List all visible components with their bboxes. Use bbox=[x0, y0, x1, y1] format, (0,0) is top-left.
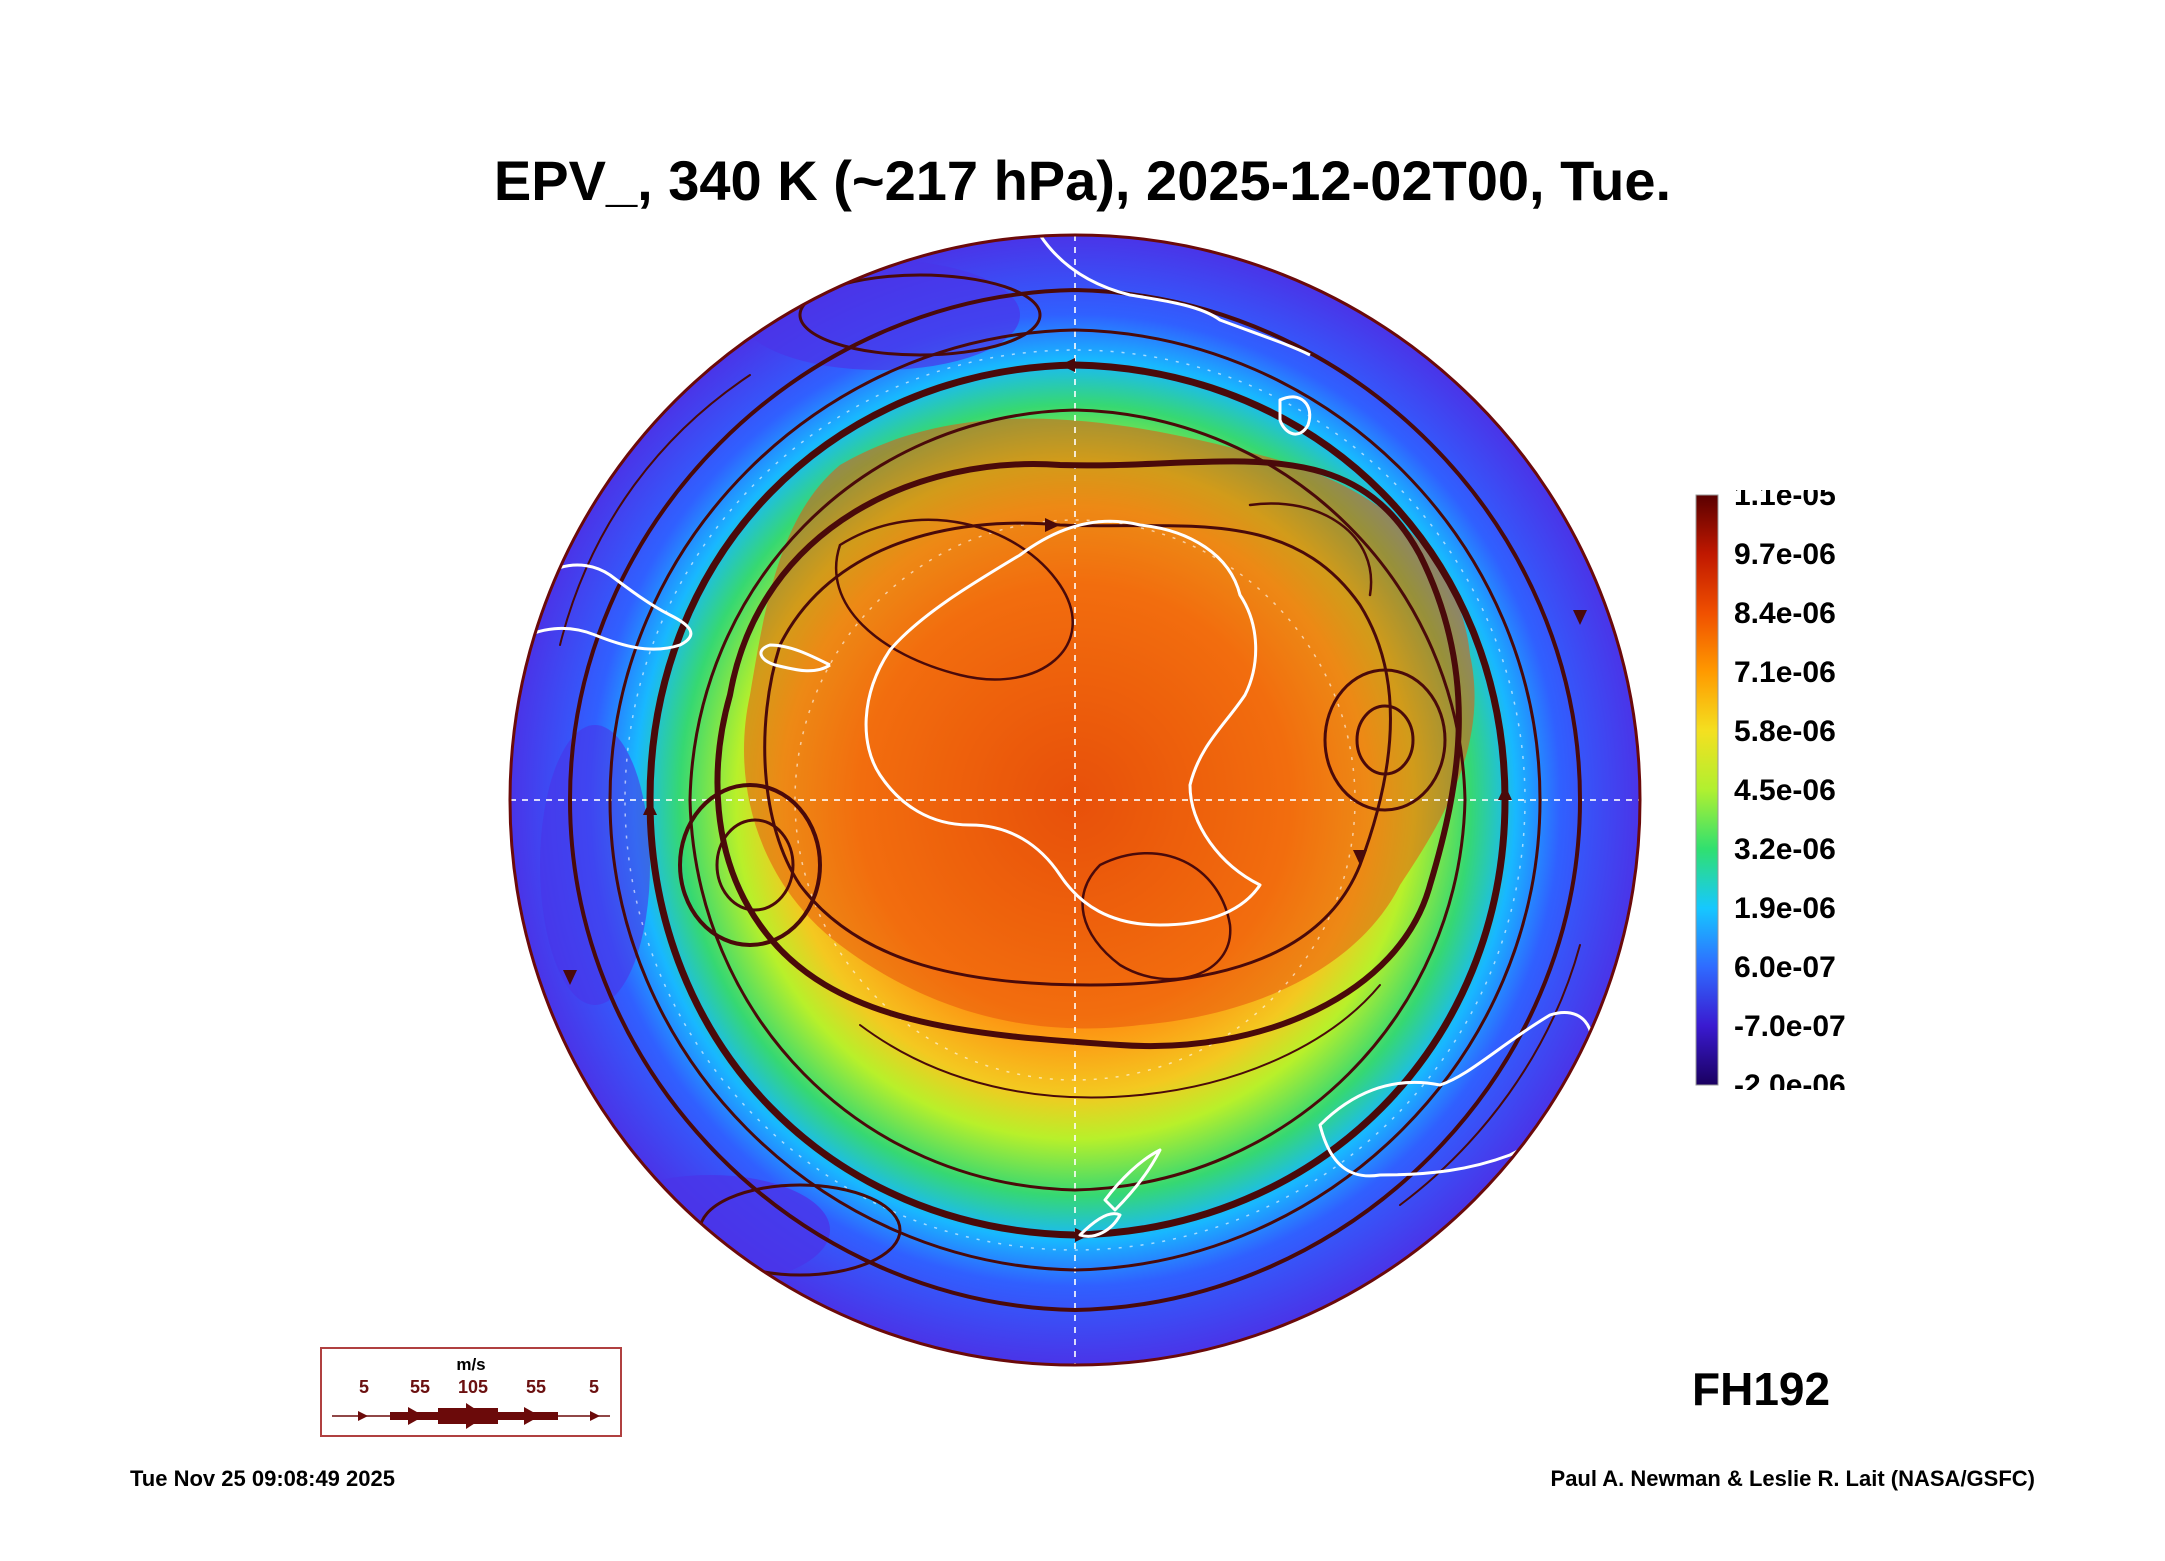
madagascar-outline bbox=[1278, 395, 1312, 436]
wind-scale-arrow bbox=[332, 1403, 610, 1429]
antarctica-outline bbox=[864, 519, 1262, 927]
wind-legend: m/s 5 55 105 55 5 bbox=[320, 1347, 622, 1437]
new-zealand-outline bbox=[1103, 1148, 1162, 1212]
wind-legend-units: m/s bbox=[456, 1355, 486, 1374]
antarctic-peninsula-outline bbox=[759, 643, 831, 673]
credit-line: Paul A. Newman & Leslie R. Lait (NASA/GS… bbox=[1550, 1466, 2035, 1491]
colorbar-ramp bbox=[1695, 494, 1719, 1086]
south-america-outline bbox=[510, 563, 693, 651]
wind-speed-label: 5 bbox=[358, 1377, 370, 1397]
render-timestamp: Tue Nov 25 09:08:49 2025 bbox=[130, 1466, 395, 1491]
latitude-circle bbox=[624, 349, 1526, 1251]
pv-core bbox=[744, 418, 1475, 1029]
colorbar-tick-label: 1.1e-05 bbox=[1734, 490, 1836, 512]
colorbar-tick-label: -2.0e-06 bbox=[1734, 1069, 1846, 1090]
colorbar-tick-label: 8.4e-06 bbox=[1734, 597, 1836, 630]
colorbar-tick-label: -7.0e-07 bbox=[1734, 1010, 1846, 1043]
wind-speed-label: 105 bbox=[457, 1377, 489, 1397]
map-boundary bbox=[508, 233, 1642, 1367]
new-zealand-south-outline bbox=[1078, 1212, 1122, 1238]
colorbar-tick-label: 7.1e-06 bbox=[1734, 656, 1836, 689]
colorbar-tick-label: 4.5e-06 bbox=[1734, 774, 1836, 807]
streamlines bbox=[559, 273, 1583, 1313]
colorbar-tick-label: 5.8e-06 bbox=[1734, 715, 1836, 748]
wind-speed-label: 55 bbox=[525, 1377, 547, 1397]
low-pv-pocket bbox=[540, 725, 650, 1005]
forecast-hour-label: FH192 bbox=[1692, 1363, 1831, 1415]
colorbar-tick-label: 3.2e-06 bbox=[1734, 833, 1836, 866]
colorbar-tick-label: 9.7e-06 bbox=[1734, 538, 1836, 571]
colorbar-tick-label: 1.9e-06 bbox=[1734, 892, 1836, 925]
wind-speed-label: 5 bbox=[588, 1377, 600, 1397]
polar-map bbox=[508, 233, 1642, 1367]
africa-outline bbox=[1038, 235, 1311, 357]
chart-title: EPV_, 340 K (~217 hPa), 2025-12-02T00, T… bbox=[493, 149, 1672, 212]
colorbar-tick-label: 6.0e-07 bbox=[1734, 951, 1836, 984]
colorbar: 1.1e-05 9.7e-06 8.4e-06 7.1e-06 5.8e-06 4.5e-… bbox=[1695, 490, 1846, 1090]
wind-speed-label: 55 bbox=[409, 1377, 431, 1397]
